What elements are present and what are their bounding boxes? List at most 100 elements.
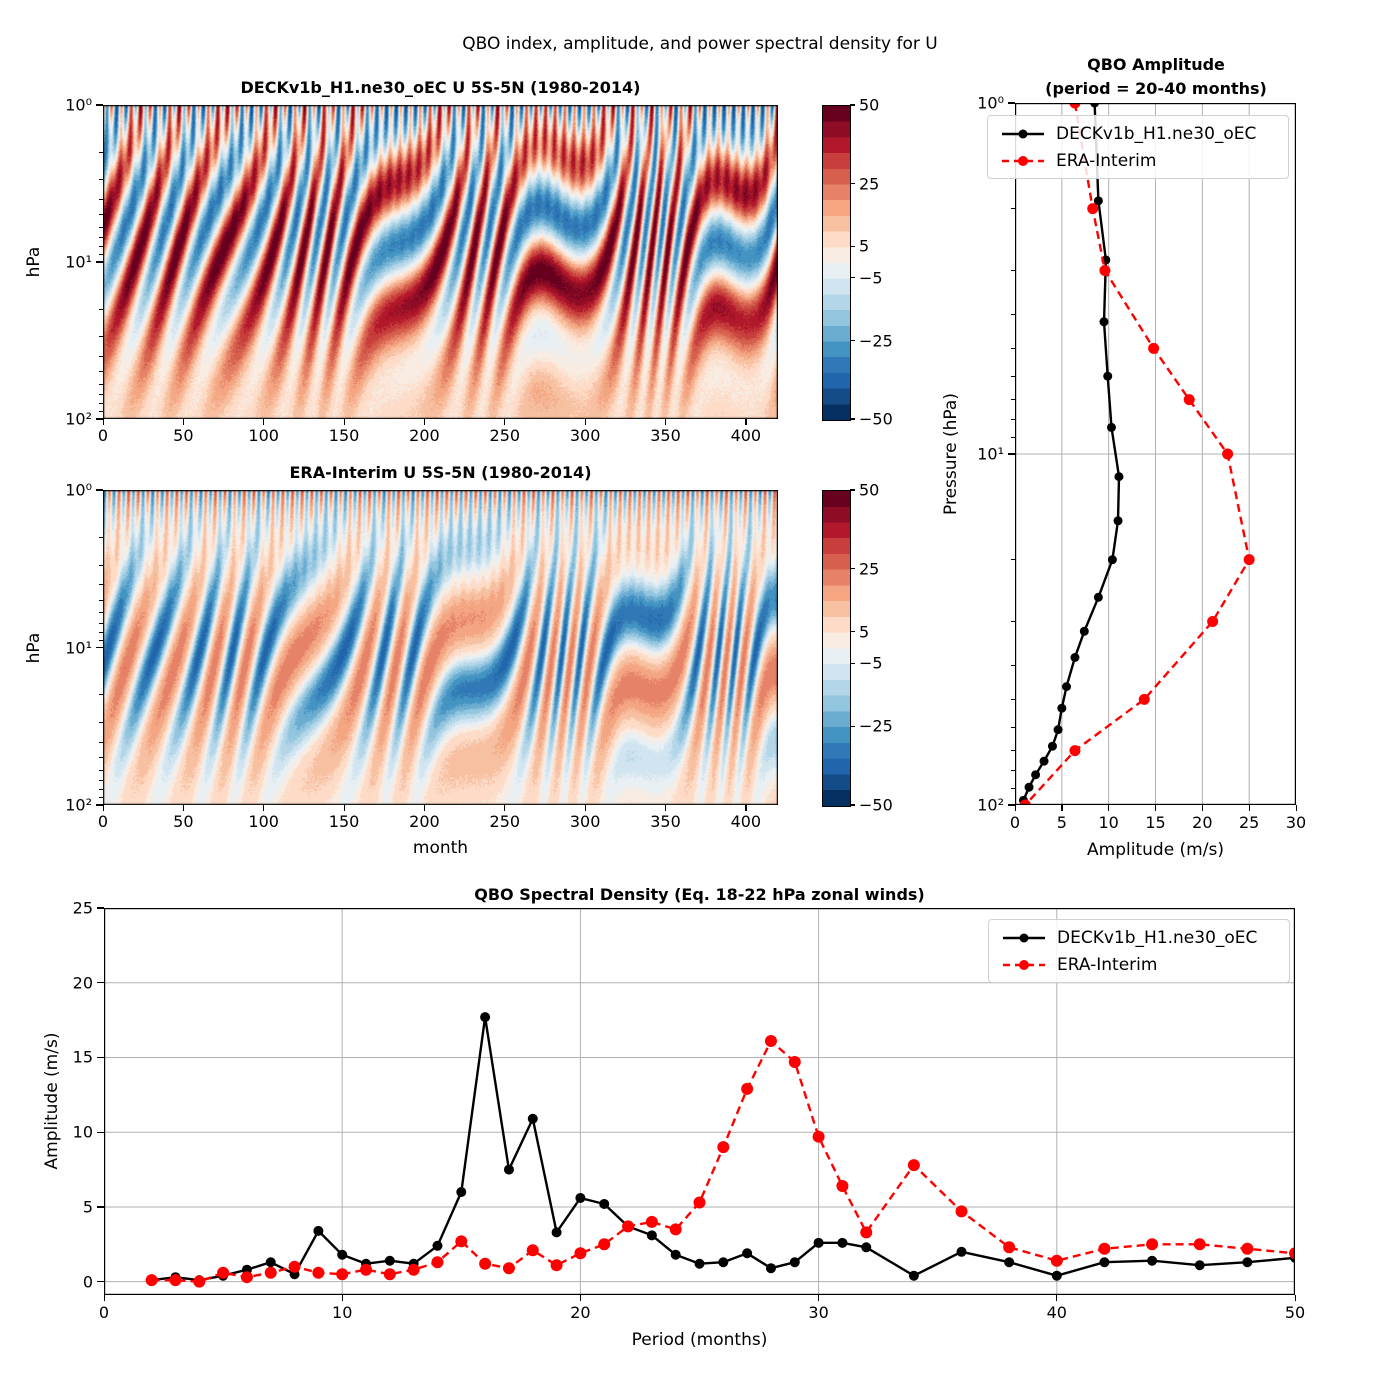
tick-mark <box>96 646 103 649</box>
tick-mark <box>99 411 103 413</box>
tick-mark <box>97 1056 104 1059</box>
tick-mark <box>1011 698 1015 700</box>
colorbar-tick-label: 50 <box>859 480 880 500</box>
tick-mark <box>99 151 103 153</box>
amplitude-legend: DECKv1b_H1.ne30_oEC ERA-Interim <box>987 115 1289 179</box>
legend-label-obs: ERA-Interim <box>1056 150 1157 171</box>
tick-mark <box>99 246 103 248</box>
tick-mark <box>850 277 855 279</box>
tick-mark <box>97 1281 104 1283</box>
tick-mark <box>263 805 265 811</box>
tick-mark <box>1008 804 1015 806</box>
tick-mark <box>99 722 103 724</box>
tick-mark <box>99 226 103 228</box>
tick-mark <box>99 599 103 601</box>
tick-mark <box>850 568 855 570</box>
tick-mark <box>1011 770 1015 772</box>
x-tick-label: 20 <box>1192 813 1213 832</box>
tick-mark <box>99 237 103 239</box>
obs-line-sample-icon <box>1002 155 1044 166</box>
x-tick-label: 300 <box>569 812 601 831</box>
obs-contour-title: ERA-Interim U 5S-5N (1980-2014) <box>289 463 592 482</box>
legend-label-model: DECKv1b_H1.ne30_oEC <box>1057 927 1258 948</box>
legend-row-obs: ERA-Interim <box>1001 955 1277 975</box>
amplitude-xlabel: Amplitude (m/s) <box>1087 840 1224 860</box>
tick-mark <box>850 245 855 247</box>
tick-mark <box>99 371 103 373</box>
tick-mark <box>99 394 103 396</box>
tick-mark <box>1011 788 1015 790</box>
tick-mark <box>1011 750 1015 752</box>
tick-mark <box>96 489 103 491</box>
tick-mark <box>1108 805 1110 811</box>
tick-mark <box>1011 620 1015 622</box>
tick-mark <box>584 805 586 811</box>
tick-mark <box>99 383 103 385</box>
tick-mark <box>1011 419 1015 421</box>
spectrum-title: QBO Spectral Density (Eq. 18-22 hPa zona… <box>474 885 925 904</box>
tick-mark <box>99 780 103 782</box>
x-tick-label: 100 <box>248 812 279 831</box>
tick-mark <box>99 214 103 216</box>
spectrum-plot <box>104 908 1295 1295</box>
y-tick-label: 10⁰ <box>977 93 1004 113</box>
tick-mark <box>263 419 265 425</box>
tick-mark <box>1011 664 1015 666</box>
tick-mark <box>665 805 667 811</box>
x-tick-label: 20 <box>570 1303 591 1322</box>
tick-mark <box>99 564 103 566</box>
y-tick-label: 10¹ <box>65 638 92 657</box>
x-tick-label: 0 <box>98 1303 110 1322</box>
colorbar-tick-label: −25 <box>859 331 893 350</box>
tick-mark <box>182 419 185 425</box>
x-tick-label: 350 <box>650 812 681 831</box>
model-colorbar <box>822 105 851 421</box>
tick-mark <box>745 805 747 811</box>
tick-mark <box>1011 269 1015 271</box>
tick-mark <box>504 419 506 425</box>
x-tick-label: 50 <box>173 812 194 831</box>
tick-mark <box>102 805 104 811</box>
x-tick-label: 30 <box>1285 813 1307 832</box>
tick-mark <box>99 584 103 586</box>
amplitude-title-line2: (period = 20-40 months) <box>1045 79 1267 98</box>
tick-mark <box>96 261 103 263</box>
amplitude-ylabel: Pressure (hPa) <box>941 393 961 515</box>
tick-mark <box>99 694 103 696</box>
tick-mark <box>850 631 855 633</box>
model-line-sample-icon <box>1003 933 1045 942</box>
tick-mark <box>1295 805 1297 811</box>
colorbar-tick-label: 50 <box>859 95 880 115</box>
tick-mark <box>1011 559 1015 561</box>
tick-mark <box>850 182 855 185</box>
tick-mark <box>103 1295 105 1301</box>
tick-mark <box>99 622 103 624</box>
tick-mark <box>579 1295 582 1301</box>
tick-mark <box>665 419 667 425</box>
amplitude-title-line1: QBO Amplitude <box>1087 55 1225 74</box>
tick-mark <box>99 612 103 614</box>
tick-mark <box>584 419 586 425</box>
tick-mark <box>1011 375 1015 377</box>
tick-mark <box>1155 805 1157 811</box>
tick-mark <box>1014 805 1016 811</box>
x-tick-label: 400 <box>730 812 762 831</box>
spectrum-xlabel: Period (months) <box>631 1330 768 1350</box>
tick-mark <box>99 403 103 405</box>
tick-mark <box>423 419 426 425</box>
tick-mark <box>850 339 855 342</box>
obs-contour-canvas <box>103 490 778 805</box>
tick-mark <box>850 489 855 491</box>
colorbar-tick-label: −50 <box>859 409 893 429</box>
tick-mark <box>97 1131 104 1133</box>
tick-mark <box>850 662 855 664</box>
tick-mark <box>1011 313 1015 315</box>
tick-mark <box>504 805 506 811</box>
tick-mark <box>343 805 345 811</box>
x-tick-label: 150 <box>328 812 360 831</box>
tick-mark <box>1011 347 1015 349</box>
tick-mark <box>1248 805 1250 811</box>
x-tick-label: 30 <box>808 1303 829 1322</box>
x-tick-label: 250 <box>489 426 521 445</box>
tick-mark <box>102 419 104 425</box>
